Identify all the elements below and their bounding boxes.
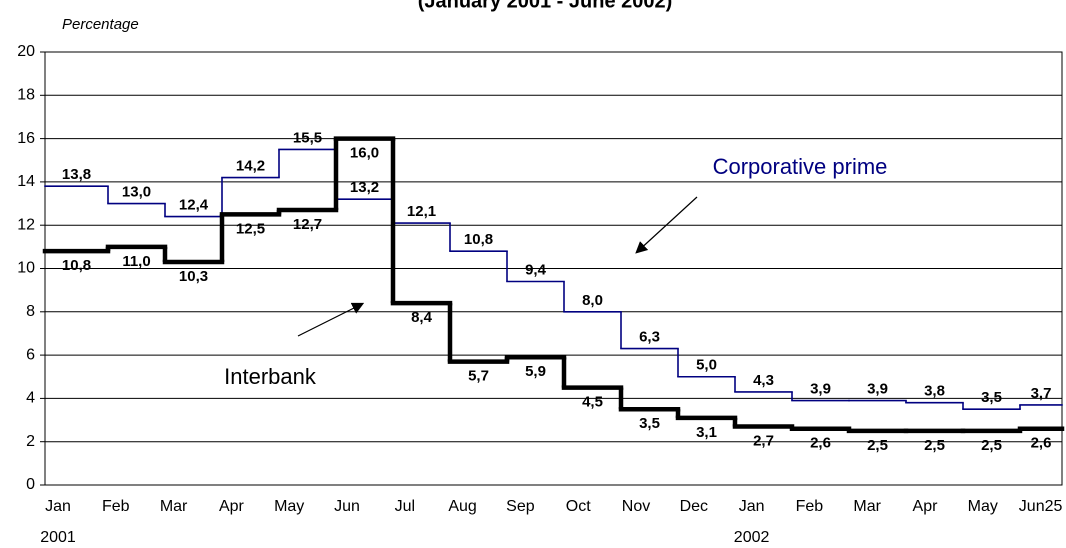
x-tick-label: May xyxy=(274,498,304,515)
x-tick-label: Mar xyxy=(160,498,188,515)
data-label: 12,4 xyxy=(179,197,209,214)
x-tick-label: Sep xyxy=(506,498,535,515)
x-tick-label: May xyxy=(968,498,998,515)
x-tick-label: Apr xyxy=(913,498,939,515)
y-tick-label: 0 xyxy=(26,476,35,493)
data-label: 2,7 xyxy=(753,433,774,450)
arrow xyxy=(297,302,365,337)
data-label: 5,9 xyxy=(525,363,546,380)
data-label: 2,6 xyxy=(1031,435,1052,452)
x-tick-label: Nov xyxy=(622,498,650,515)
y-tick-label: 12 xyxy=(17,216,35,233)
data-label: 2,5 xyxy=(924,437,945,454)
x-tick-label: Mar xyxy=(853,498,881,515)
series-annotation: Corporative prime xyxy=(713,154,888,179)
year-label: 2001 xyxy=(40,529,76,546)
x-tick-label: Jun25 xyxy=(1019,498,1063,515)
data-label: 16,0 xyxy=(350,145,379,162)
y-tick-label: 6 xyxy=(26,346,35,363)
data-label: 8,4 xyxy=(411,309,433,326)
x-tick-label: Apr xyxy=(219,498,245,515)
arrow xyxy=(635,196,698,254)
x-tick-label: Oct xyxy=(566,498,591,515)
y-tick-label: 16 xyxy=(17,130,35,147)
data-label: 9,4 xyxy=(525,261,547,278)
data-label: 3,5 xyxy=(981,389,1002,406)
data-label: 14,2 xyxy=(236,158,265,175)
y-tick-label: 14 xyxy=(17,173,35,190)
x-tick-label: Aug xyxy=(448,498,476,515)
data-label: 4,3 xyxy=(753,372,774,389)
data-label: 3,9 xyxy=(810,381,831,398)
data-label: 13,0 xyxy=(122,184,151,201)
x-tick-label: Jun xyxy=(334,498,360,515)
data-label: 3,8 xyxy=(924,383,945,400)
y-tick-label: 2 xyxy=(26,433,35,450)
data-label: 2,5 xyxy=(867,437,888,454)
data-label: 4,5 xyxy=(582,394,603,411)
data-label: 15,5 xyxy=(293,129,322,146)
data-label: 6,3 xyxy=(639,329,660,346)
data-label: 12,5 xyxy=(236,220,265,237)
x-tick-label: Jan xyxy=(45,498,71,515)
data-label: 5,7 xyxy=(468,368,489,385)
x-tick-label: Feb xyxy=(796,498,824,515)
data-label: 10,8 xyxy=(62,257,91,274)
data-label: 11,0 xyxy=(122,253,150,270)
plot-frame xyxy=(44,51,1063,486)
y-axis-label: Percentage xyxy=(62,16,139,33)
data-label: 2,5 xyxy=(981,437,1002,454)
data-label: 3,9 xyxy=(867,381,888,398)
y-tick-label: 8 xyxy=(26,303,35,320)
data-label: 5,0 xyxy=(696,357,717,374)
y-tick-label: 18 xyxy=(17,87,35,104)
data-label: 3,7 xyxy=(1031,385,1052,402)
data-label: 3,1 xyxy=(696,424,717,441)
x-tick-label: Feb xyxy=(102,498,130,515)
chart-title: (January 2001 - June 2002) xyxy=(418,0,673,12)
y-tick-label: 10 xyxy=(17,260,35,277)
data-label: 13,8 xyxy=(62,166,91,183)
series-annotation: Interbank xyxy=(224,364,317,389)
data-label: 13,2 xyxy=(350,179,379,196)
data-label: 8,0 xyxy=(582,292,603,309)
data-label: 2,6 xyxy=(810,435,831,452)
x-tick-label: Jul xyxy=(395,498,415,515)
data-label: 12,7 xyxy=(293,216,322,233)
x-tick-label: Dec xyxy=(680,498,708,515)
data-label: 10,8 xyxy=(464,231,493,248)
y-tick-label: 4 xyxy=(26,390,35,407)
data-label: 12,1 xyxy=(407,203,436,220)
data-label: 3,5 xyxy=(639,415,660,432)
year-label: 2002 xyxy=(734,529,770,546)
data-label: 10,3 xyxy=(179,268,208,285)
y-tick-label: 20 xyxy=(17,43,35,60)
x-tick-label: Jan xyxy=(739,498,765,515)
